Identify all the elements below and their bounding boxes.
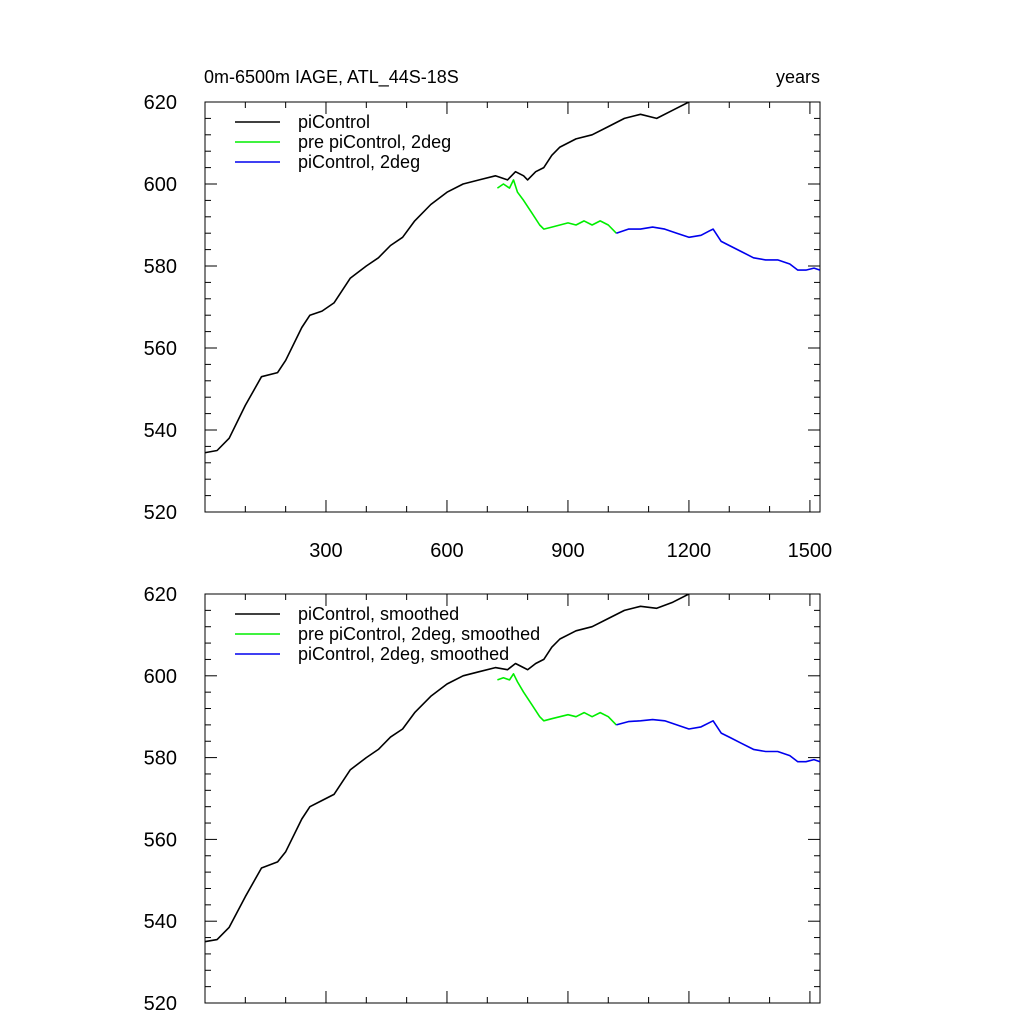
legend-label: piControl, 2deg <box>298 152 420 172</box>
y-tick-label: 580 <box>144 748 177 770</box>
series-line-1 <box>496 179 617 234</box>
y-tick-label: 520 <box>144 993 177 1015</box>
x-tick-label: 900 <box>551 540 584 562</box>
series-line-0 <box>205 594 690 943</box>
top-panel: 520 540 560 580 600 620 300 600 900 1200 1500 piCon… <box>144 92 833 562</box>
x-tick-label: 300 <box>309 540 342 562</box>
y-tick-label: 540 <box>144 420 177 442</box>
plot-frame <box>204 101 821 513</box>
x-tick-label: 1500 <box>788 540 833 562</box>
y-tick-label: 600 <box>144 174 177 196</box>
y-tick-label: 560 <box>144 829 177 851</box>
y-tick-label: 560 <box>144 338 177 360</box>
series-line-2 <box>616 718 820 763</box>
legend-label: piControl, 2deg, smoothed <box>298 644 509 664</box>
series-line-0 <box>205 102 690 454</box>
y-tick-label: 520 <box>144 502 177 524</box>
legend-label: piControl, smoothed <box>298 604 459 624</box>
bottom-panel: 520 540 560 580 600 620 piControl, smoothedpre… <box>144 584 821 1015</box>
x-tick-label: 1200 <box>667 540 712 562</box>
y-tick-label: 620 <box>144 92 177 114</box>
x-tick-label: 600 <box>430 540 463 562</box>
legend-label: piControl <box>298 112 370 132</box>
y-tick-label: 620 <box>144 584 177 606</box>
y-tick-label: 580 <box>144 256 177 278</box>
series-line-1 <box>497 673 617 726</box>
chart-title: 0m-6500m IAGE, ATL_44S-18S <box>204 67 459 88</box>
y-tick-label: 540 <box>144 911 177 933</box>
legend-label: pre piControl, 2deg, smoothed <box>298 624 540 644</box>
legend-label: pre piControl, 2deg <box>298 132 451 152</box>
y-tick-label: 600 <box>144 666 177 688</box>
plot-frame <box>204 593 821 1004</box>
series-line-2 <box>616 226 820 271</box>
units-label: years <box>776 67 820 87</box>
